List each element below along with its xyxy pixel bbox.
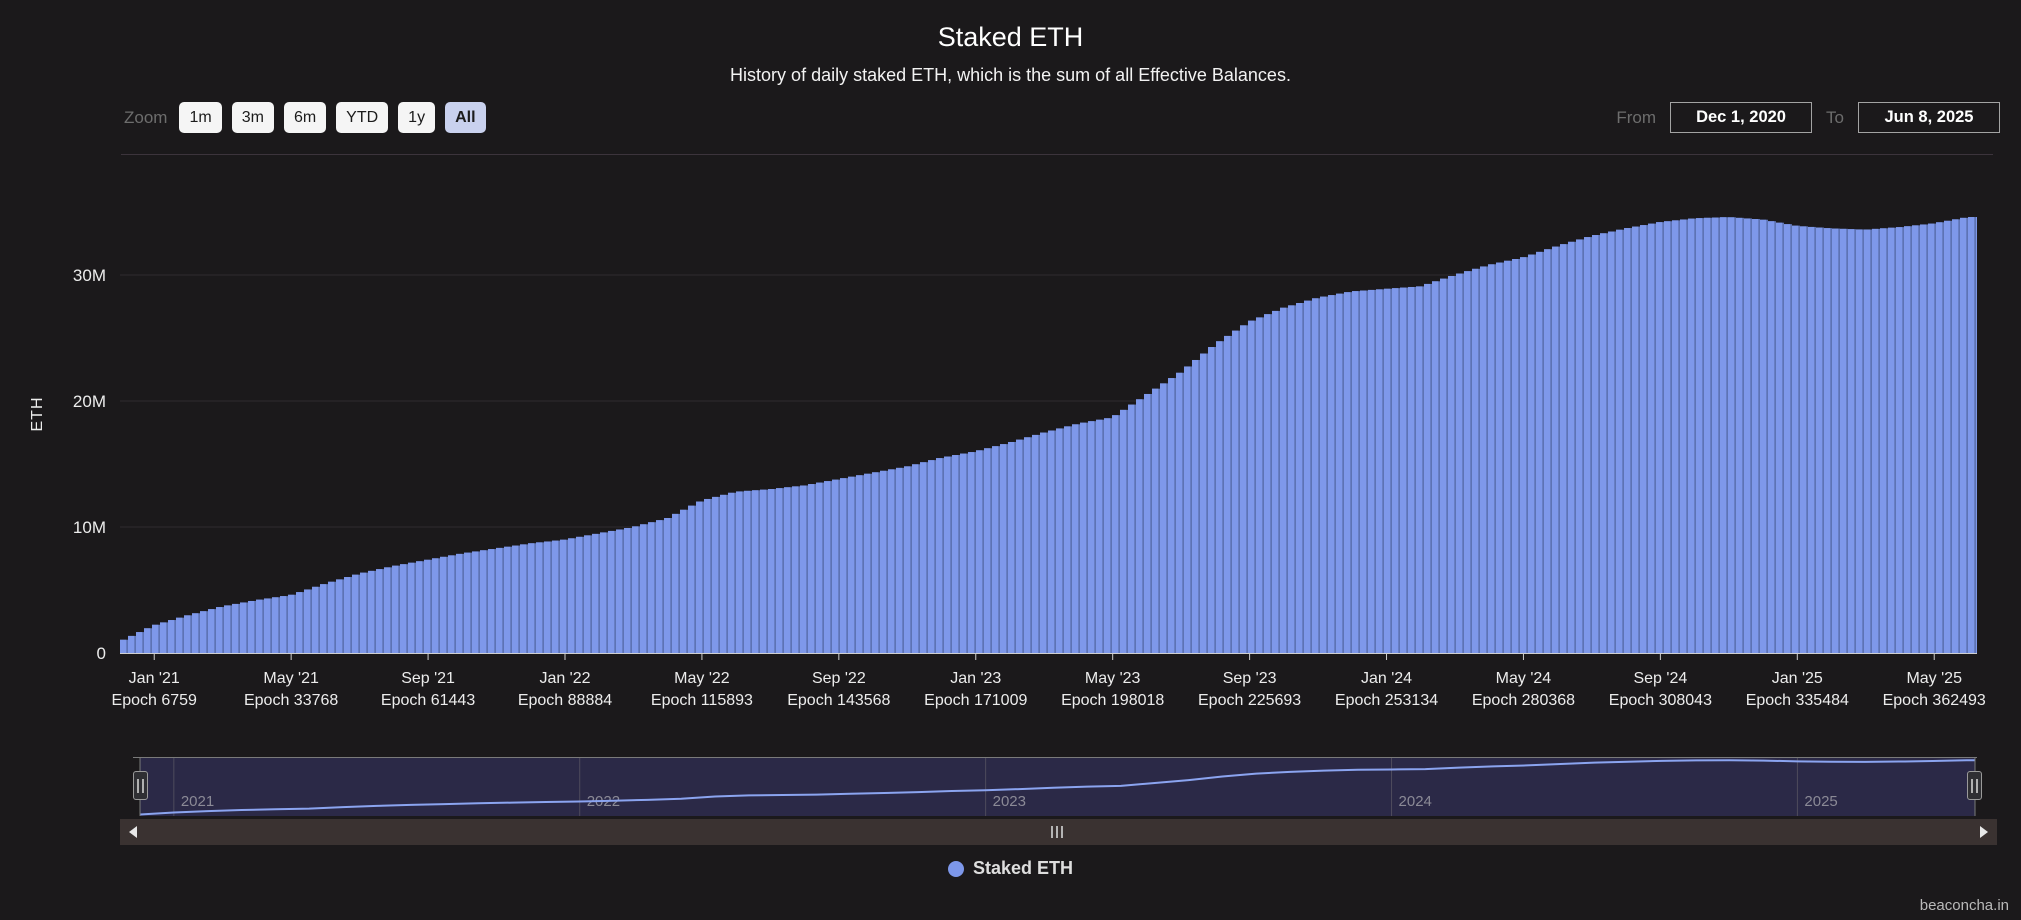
legend-item-staked-eth[interactable]: Staked ETH xyxy=(947,858,1074,879)
navigator-year-label: 2023 xyxy=(993,793,1026,810)
page-subtitle: History of daily staked ETH, which is th… xyxy=(730,65,1291,85)
zoom-buttons-container: 1m 3m 6m YTD 1y All xyxy=(179,102,486,133)
y-axis-title: ETH xyxy=(29,397,46,432)
y-axis-tick-label: 0 xyxy=(97,644,106,663)
x-axis-tick-sublabel: Epoch 115893 xyxy=(651,692,753,709)
legend-label: Staked ETH xyxy=(972,858,1074,878)
y-axis-tick-label: 20M xyxy=(73,392,106,411)
x-axis-tick-sublabel: Epoch 171009 xyxy=(924,692,1027,709)
navigator-year-label: 2025 xyxy=(1804,793,1837,810)
x-axis-tick-sublabel: Epoch 88884 xyxy=(518,692,612,709)
navigator-scrollbar[interactable] xyxy=(120,819,1997,845)
navigator-selected-range[interactable] xyxy=(140,758,1975,816)
navigator-year-label: 2024 xyxy=(1399,793,1432,810)
navigator-year-label: 2022 xyxy=(587,793,620,810)
date-range-group: From To xyxy=(1616,102,2000,133)
x-axis-tick-label: Jan '21 xyxy=(129,670,180,687)
navigator-series-line xyxy=(139,759,1975,816)
x-axis-tick-sublabel: Epoch 362493 xyxy=(1883,692,1986,709)
x-axis-tick-label: May '21 xyxy=(263,670,319,687)
from-date-input[interactable] xyxy=(1670,102,1813,133)
x-axis-tick-sublabel: Epoch 33768 xyxy=(244,692,338,709)
x-axis-tick-label: Jan '25 xyxy=(1772,670,1823,687)
x-axis-tick-sublabel: Epoch 335484 xyxy=(1746,692,1849,709)
y-axis-tick-label: 10M xyxy=(73,518,106,537)
zoom-label: Zoom xyxy=(124,107,168,127)
main-plot-area[interactable]: 0 10M 20M 30M ETH Jan '21 Epoch 6759 May '21 Epo… xyxy=(29,217,1986,709)
x-axis-tick-sublabel: Epoch 225693 xyxy=(1198,692,1301,709)
y-axis-tick-label: 30M xyxy=(73,266,106,285)
chart-legend: Staked ETH xyxy=(0,858,2021,879)
chart-header: Staked ETH History of daily staked ETH, … xyxy=(0,22,2021,86)
x-axis-tick-label: May '23 xyxy=(1085,670,1141,687)
beaconchain-watermark: beaconcha.in xyxy=(1919,897,2009,914)
x-axis-tick-label: May '25 xyxy=(1906,670,1962,687)
zoom-button-all[interactable]: All xyxy=(445,102,486,133)
x-axis-tick-sublabel: Epoch 143568 xyxy=(787,692,890,709)
x-axis-tick-sublabel: Epoch 198018 xyxy=(1061,692,1164,709)
navigator-right-handle[interactable] xyxy=(1967,771,1982,800)
scrollbar-right-arrow-icon[interactable] xyxy=(1971,819,1997,845)
x-axis-tick-label: Jan '23 xyxy=(950,670,1001,687)
controls-row: Zoom 1m 3m 6m YTD 1y All From To xyxy=(0,102,2021,134)
header-divider xyxy=(121,154,1993,155)
zoom-button-1m[interactable]: 1m xyxy=(179,102,222,133)
page-title: Staked ETH xyxy=(937,22,1084,52)
x-axis-tick-label: Sep '24 xyxy=(1633,670,1687,687)
x-axis-tick-label: Sep '21 xyxy=(401,670,455,687)
zoom-button-6m[interactable]: 6m xyxy=(283,102,327,133)
staked-eth-series xyxy=(120,217,1977,654)
x-axis-tick-label: Sep '22 xyxy=(812,670,866,687)
x-axis-tick-label: Jan '22 xyxy=(539,670,590,687)
navigator[interactable]: 2021 2022 2023 2024 2025 xyxy=(133,757,1977,817)
x-axis-tick-label: Sep '23 xyxy=(1223,670,1277,687)
x-axis-tick-label: May '24 xyxy=(1496,670,1552,687)
x-axis-tick-sublabel: Epoch 61443 xyxy=(381,692,475,709)
x-axis-tick-sublabel: Epoch 253134 xyxy=(1335,692,1438,709)
x-axis-tick-sublabel: Epoch 6759 xyxy=(112,692,198,709)
zoom-button-3m[interactable]: 3m xyxy=(231,102,274,133)
navigator-year-label: 2021 xyxy=(181,793,214,810)
x-axis-tick-label: May '22 xyxy=(674,670,730,687)
scrollbar-grip-icon[interactable] xyxy=(1051,826,1063,838)
x-axis-tick-label: Jan '24 xyxy=(1361,670,1412,687)
zoom-button-1y[interactable]: 1y xyxy=(398,102,436,133)
to-label: To xyxy=(1826,107,1844,127)
navigator-left-handle[interactable] xyxy=(133,771,148,800)
x-axis-tick-sublabel: Epoch 280368 xyxy=(1472,692,1575,709)
x-axis-tick-sublabel: Epoch 308043 xyxy=(1609,692,1712,709)
zoom-button-group: Zoom 1m 3m 6m YTD 1y All xyxy=(124,102,486,133)
zoom-button-ytd[interactable]: YTD xyxy=(336,102,389,133)
legend-marker-icon xyxy=(947,860,964,877)
from-label: From xyxy=(1616,107,1657,127)
scrollbar-left-arrow-icon[interactable] xyxy=(120,819,146,845)
to-date-input[interactable] xyxy=(1858,102,2000,133)
